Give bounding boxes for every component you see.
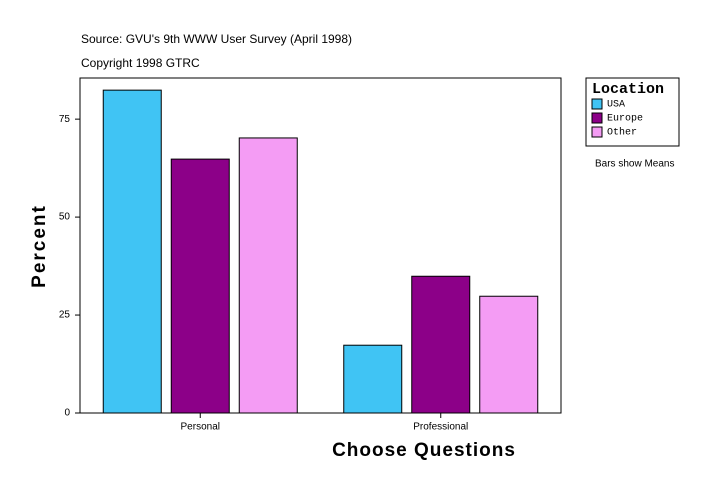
chart-title: Source: GVU's 9th WWW User Survey (April… bbox=[81, 32, 352, 46]
x-axis-label: Choose Questions bbox=[332, 440, 516, 461]
note: Bars show Means bbox=[595, 159, 674, 170]
bar bbox=[102, 89, 162, 414]
chart-subtitle: Copyright 1998 GTRC bbox=[81, 56, 200, 70]
bar bbox=[343, 344, 403, 414]
x-tick-label: Professional bbox=[413, 422, 468, 433]
y-axis-label: Percent bbox=[29, 204, 50, 288]
y-tick-label: 25 bbox=[59, 310, 71, 321]
bar bbox=[411, 275, 471, 414]
bar bbox=[479, 295, 539, 414]
y-tick-label: 50 bbox=[59, 212, 71, 223]
legend-swatch bbox=[591, 112, 603, 124]
legend-title: Location bbox=[592, 81, 664, 98]
bar bbox=[170, 158, 230, 414]
legend-label: Other bbox=[607, 127, 637, 139]
legend-swatch bbox=[591, 126, 603, 138]
legend-label: USA bbox=[607, 100, 625, 111]
y-tick-label: 0 bbox=[64, 408, 70, 419]
bar bbox=[238, 137, 298, 414]
plot-area bbox=[79, 77, 562, 414]
y-tick-label: 75 bbox=[59, 114, 71, 125]
legend-label: Europe bbox=[607, 114, 643, 125]
x-tick-label: Personal bbox=[181, 422, 220, 433]
legend-swatch bbox=[591, 98, 603, 110]
